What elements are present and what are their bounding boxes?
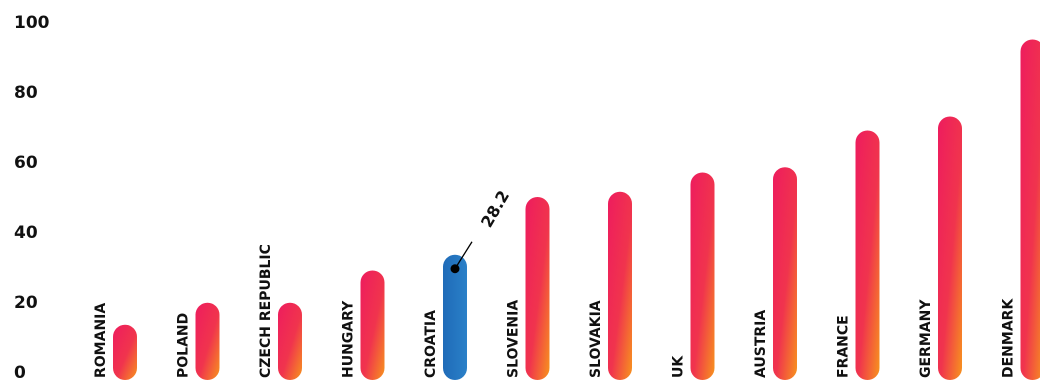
bar-germany [938,116,962,380]
category-label: UK [671,355,687,378]
bar-poland [195,302,220,380]
y-tick-label: 100 [14,13,50,33]
category-labels: ROMANIA POLAND CZECH REPUBLIC HUNGARY CROATI… [93,244,1017,378]
bar-czech-republic [278,302,302,380]
y-tick-label: 0 [14,363,26,382]
bar-denmark [1020,39,1040,380]
category-label: SLOVAKIA [588,300,604,378]
annotation-leader-line [454,241,473,270]
highlight-annotation: 28.2 [450,187,513,274]
bars [113,39,1040,380]
category-label: ROMANIA [93,303,109,378]
category-label: SLOVENIA [506,300,522,378]
y-tick-label: 40 [14,223,38,243]
category-label: DENMARK [1001,298,1017,378]
category-label: CZECH REPUBLIC [258,244,274,378]
bar-slovenia [525,197,550,380]
bar-slovakia [608,191,632,380]
bar-uk [690,172,715,380]
category-label: POLAND [176,313,192,378]
bar-france [855,130,880,380]
annotation-marker [450,264,460,274]
bar-romania [113,324,137,380]
category-label: AUSTRIA [753,310,769,378]
annotation-value-label: 28.2 [477,187,513,231]
y-tick-label: 60 [14,153,38,173]
category-label: FRANCE [836,315,852,378]
bar-croatia [443,254,467,380]
category-label: HUNGARY [341,300,357,378]
category-label: GERMANY [918,299,934,378]
category-label: CROATIA [423,310,439,378]
y-axis: 0 20 40 60 80 100 [14,13,50,382]
bar-hungary [360,270,385,380]
y-tick-label: 80 [14,83,38,103]
y-tick-label: 20 [14,293,38,313]
bar-austria [773,167,797,380]
